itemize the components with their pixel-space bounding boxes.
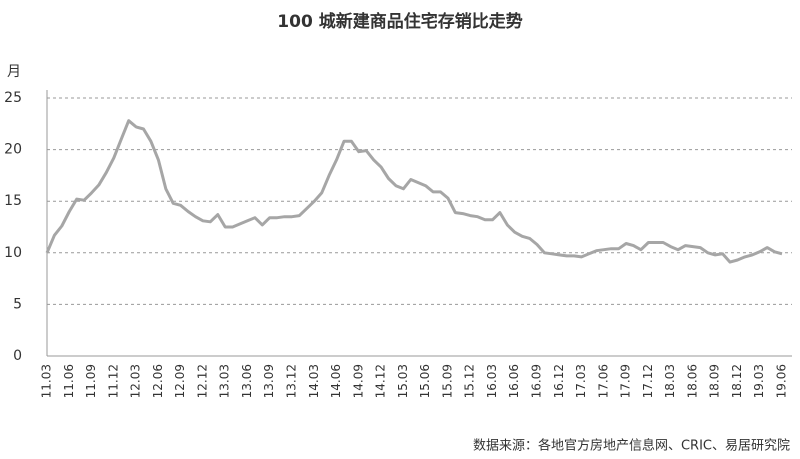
y-tick-label: 0 (13, 348, 22, 364)
x-tick-label: 14.03 (307, 364, 321, 398)
x-tick-label: 15.09 (440, 364, 454, 398)
x-tick-label: 16.03 (485, 364, 499, 398)
x-tick-label: 14.09 (351, 364, 365, 398)
x-tick-label: 12.03 (129, 364, 143, 398)
x-tick-label: 12.06 (151, 364, 165, 398)
x-tick-label: 13.03 (218, 364, 232, 398)
x-tick-label: 11.03 (40, 364, 54, 398)
x-tick-label: 13.12 (285, 364, 299, 398)
x-tick-label: 13.06 (240, 364, 254, 398)
source-note: 数据来源：各地官方房地产信息网、CRIC、易居研究院 (473, 438, 790, 454)
x-tick-label: 12.09 (173, 364, 187, 398)
x-tick-label: 19.06 (775, 364, 789, 398)
x-tick-label: 14.12 (374, 364, 388, 398)
x-tick-label: 12.12 (195, 364, 209, 398)
line-series (45, 119, 783, 264)
x-tick-label: 17.12 (641, 364, 655, 398)
y-tick-label: 20 (4, 142, 22, 158)
x-tick-label: 17.06 (596, 364, 610, 398)
x-tick-label: 18.09 (708, 364, 722, 398)
x-tick-label: 15.03 (396, 364, 410, 398)
x-tick-label: 14.06 (329, 364, 343, 398)
x-tick-label: 18.12 (730, 364, 744, 398)
y-tick-label: 5 (13, 296, 22, 312)
x-tick-label: 11.12 (106, 364, 120, 398)
y-axis-label: 月 (7, 64, 21, 80)
x-tick-label: 11.06 (62, 364, 76, 398)
x-tick-label: 18.03 (663, 364, 677, 398)
x-tick-label: 16.12 (552, 364, 566, 398)
x-tick-label: 19.03 (752, 364, 766, 398)
x-tick-label: 15.06 (418, 364, 432, 398)
x-tick-label: 17.09 (619, 364, 633, 398)
y-tick-label: 15 (4, 193, 22, 209)
x-tick-label: 11.09 (84, 364, 98, 398)
y-tick-label: 25 (4, 90, 22, 106)
x-tick-label: 15.12 (463, 364, 477, 398)
x-tick-label: 16.09 (530, 364, 544, 398)
x-tick-label: 13.09 (262, 364, 276, 398)
x-tick-label: 18.06 (685, 364, 699, 398)
y-tick-label: 10 (4, 245, 22, 261)
x-tick-label: 16.06 (507, 364, 521, 398)
chart-title: 100 城新建商品住宅存销比走势 (277, 11, 522, 32)
x-tick-label: 17.03 (574, 364, 588, 398)
